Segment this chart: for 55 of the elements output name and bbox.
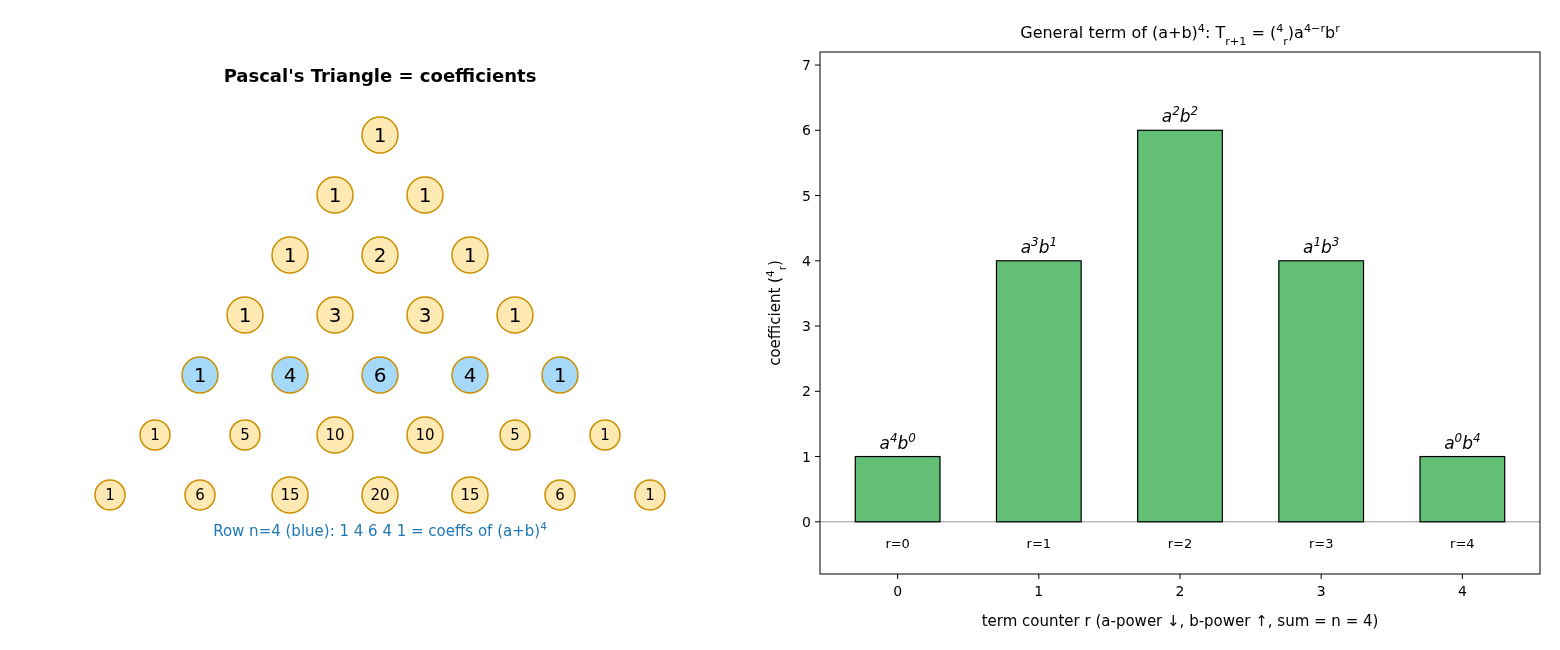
annotation: r=1 <box>1026 536 1052 552</box>
data-label: 1 <box>328 183 342 207</box>
x-axis-title: term counter r (a-power ↓, b-power ↑, sum = n = 4) <box>981 612 1379 630</box>
data-label: 1 <box>508 303 522 327</box>
y-tick-label: 6 <box>802 122 812 139</box>
data-label: 1 <box>238 303 252 327</box>
data-label: a$^{1}$b$^{3}$ <box>1302 234 1340 257</box>
data-label: 10 <box>325 426 345 444</box>
data-label: a$^{2}$b$^{2}$ <box>1161 104 1199 127</box>
data-label: 20 <box>370 486 390 504</box>
data-label: 1 <box>105 486 115 504</box>
y-tick-label: 7 <box>802 57 811 74</box>
data-label: 5 <box>510 426 520 444</box>
data-label: 1 <box>283 243 297 267</box>
data-label: a$^{4}$b$^{0}$ <box>879 430 916 453</box>
data-label: a$^{0}$b$^{4}$ <box>1444 430 1481 453</box>
annotation: r=2 <box>1167 536 1193 552</box>
y-tick-label: 0 <box>802 513 811 530</box>
data-label: a$^{3}$b$^{1}$ <box>1020 234 1058 257</box>
data-label: 2 <box>373 243 387 267</box>
data-label: 1 <box>600 426 610 444</box>
data-label: 10 <box>415 426 435 444</box>
x-tick-label: 2 <box>1175 583 1185 599</box>
y-tick-label: 4 <box>802 252 812 269</box>
data-label: 1 <box>645 486 655 504</box>
data-label: 4 <box>283 363 297 387</box>
data-label: 5 <box>240 426 250 444</box>
data-label: 15 <box>280 486 300 504</box>
data-label: 4 <box>463 363 477 387</box>
data-label: 15 <box>460 486 480 504</box>
x-tick-label: 4 <box>1457 583 1467 599</box>
data-label: 1 <box>553 363 567 387</box>
data-label: 6 <box>555 486 565 504</box>
x-tick-label: 3 <box>1316 583 1326 599</box>
data-label: 3 <box>328 303 342 327</box>
y-tick-label: 5 <box>802 187 811 204</box>
data-label: 1 <box>418 183 432 207</box>
data-label: 3 <box>418 303 432 327</box>
data-label: 1 <box>193 363 207 387</box>
data-label: 1 <box>373 123 387 147</box>
chart-title: General term of (a+b)$^{4}$: T$_{r+1}$ = ($^{4}$$_{r}$)a$^{4−r}$b$^{r}$ <box>1020 21 1340 48</box>
y-tick-label: 2 <box>802 383 811 400</box>
x-tick-label: 0 <box>893 583 903 599</box>
annotation: r=3 <box>1308 536 1334 552</box>
data-label: 6 <box>373 363 387 387</box>
x-tick-label: 1 <box>1034 583 1044 599</box>
annotation: r=0 <box>885 536 910 552</box>
y-tick-label: 1 <box>802 448 811 465</box>
text: Row n=4 (blue): 1 4 6 4 1 = coeffs of (a+b)$^{4}$ <box>213 520 548 540</box>
y-tick-label: 3 <box>802 318 811 335</box>
annotation: r=4 <box>1450 536 1475 552</box>
data-label: 6 <box>195 486 205 504</box>
data-label: 1 <box>150 426 160 444</box>
text: Pascal's Triangle = coefficients <box>223 65 537 86</box>
data-label: 1 <box>463 243 477 267</box>
